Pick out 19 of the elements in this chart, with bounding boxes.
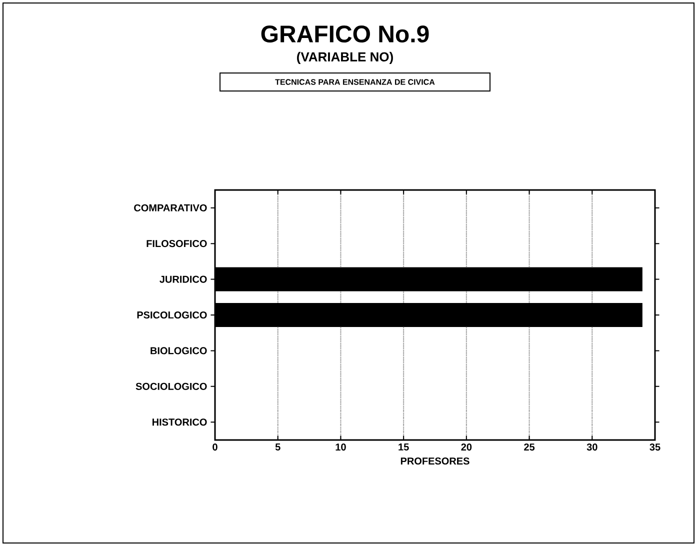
y-tick-label: COMPARATIVO — [134, 204, 207, 212]
y-tick-label: BIOLOGICO — [150, 347, 207, 354]
x-tick-label: 0 — [212, 444, 218, 451]
x-axis-title: PROFESORES — [400, 457, 470, 465]
chart-subtitle: (VARIABLE NO) — [297, 52, 393, 64]
y-tick-label: FILOSOFICO — [146, 240, 207, 248]
text: TECNICAS PARA ENSENANZA DE CIVICA — [275, 79, 435, 85]
chart-title: GRAFICO No.9 — [261, 26, 429, 42]
x-tick-label: 30 — [586, 444, 598, 451]
x-tick-label: 35 — [650, 444, 660, 451]
y-tick-label: HISTORICO — [152, 418, 207, 426]
y-tick-label: PSICOLOGICO — [137, 311, 207, 319]
x-tick-label: 5 — [275, 444, 280, 450]
y-tick-label: SOCIOLOGICO — [136, 382, 207, 390]
x-tick-label: 20 — [461, 444, 472, 451]
x-tick-label: 25 — [524, 444, 535, 451]
x-tick-label: 10 — [336, 444, 346, 451]
y-tick-label: JURIDICO — [160, 276, 207, 283]
x-tick-label: 15 — [398, 444, 409, 450]
